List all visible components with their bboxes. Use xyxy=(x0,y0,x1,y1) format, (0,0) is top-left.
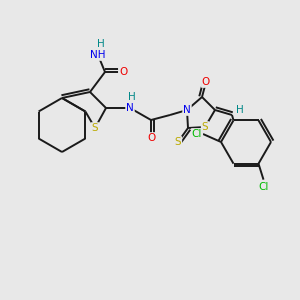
Text: H: H xyxy=(128,92,136,102)
Text: Cl: Cl xyxy=(192,129,202,139)
Text: NH: NH xyxy=(90,50,106,60)
Text: S: S xyxy=(202,122,208,132)
Text: O: O xyxy=(202,77,210,87)
Text: S: S xyxy=(92,123,98,133)
Text: N: N xyxy=(183,105,191,115)
Text: H: H xyxy=(97,39,105,49)
Text: N: N xyxy=(126,103,134,113)
Text: Cl: Cl xyxy=(258,182,269,192)
Text: H: H xyxy=(236,105,244,115)
Text: O: O xyxy=(119,67,127,77)
Text: O: O xyxy=(147,133,155,143)
Text: S: S xyxy=(175,137,181,147)
